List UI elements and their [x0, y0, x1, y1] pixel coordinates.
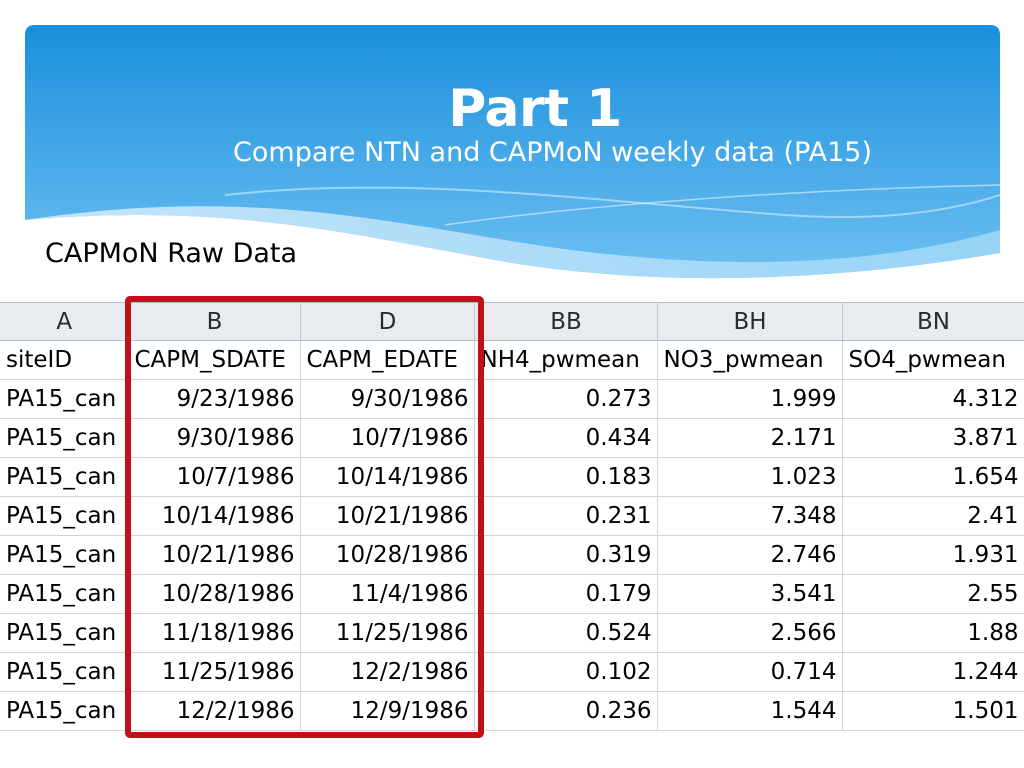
- table-row: PA15_can 10/21/1986 10/28/1986 0.319 2.7…: [0, 535, 1024, 575]
- nh4-cell[interactable]: 0.273: [474, 379, 658, 419]
- nh4-cell[interactable]: 0.231: [474, 496, 658, 536]
- start-date-cell[interactable]: 9/30/1986: [128, 418, 301, 458]
- field-name-cell[interactable]: NO3_pwmean: [657, 340, 843, 380]
- end-date-cell[interactable]: 11/25/1986: [300, 613, 475, 653]
- site-id-cell[interactable]: PA15_can: [0, 418, 129, 458]
- no3-cell[interactable]: 2.566: [657, 613, 843, 653]
- table-row: PA15_can 11/18/1986 11/25/1986 0.524 2.5…: [0, 613, 1024, 653]
- nh4-cell[interactable]: 0.434: [474, 418, 658, 458]
- field-name-cell[interactable]: SO4_pwmean: [842, 340, 1024, 380]
- no3-cell[interactable]: 2.171: [657, 418, 843, 458]
- so4-cell[interactable]: 3.871: [842, 418, 1024, 458]
- end-date-cell[interactable]: 12/9/1986: [300, 691, 475, 731]
- site-id-cell[interactable]: PA15_can: [0, 535, 129, 575]
- nh4-cell[interactable]: 0.102: [474, 652, 658, 692]
- title-block: Part 1 Compare NTN and CAPMoN weekly dat…: [25, 78, 1000, 170]
- site-id-cell[interactable]: PA15_can: [0, 574, 129, 614]
- nh4-cell[interactable]: 0.524: [474, 613, 658, 653]
- end-date-cell[interactable]: 10/28/1986: [300, 535, 475, 575]
- so4-cell[interactable]: 4.312: [842, 379, 1024, 419]
- start-date-cell[interactable]: 11/18/1986: [128, 613, 301, 653]
- table-row: PA15_can 10/14/1986 10/21/1986 0.231 7.3…: [0, 496, 1024, 536]
- column-header-bh[interactable]: BH: [657, 302, 843, 341]
- start-date-cell[interactable]: 12/2/1986: [128, 691, 301, 731]
- no3-cell[interactable]: 3.541: [657, 574, 843, 614]
- start-date-cell[interactable]: 10/21/1986: [128, 535, 301, 575]
- field-name-cell[interactable]: NH4_pwmean: [474, 340, 658, 380]
- column-header-bn[interactable]: BN: [842, 302, 1024, 341]
- site-id-cell[interactable]: PA15_can: [0, 496, 129, 536]
- nh4-cell[interactable]: 0.236: [474, 691, 658, 731]
- so4-cell[interactable]: 1.88: [842, 613, 1024, 653]
- column-letter-row: A B D BB BH BN: [0, 302, 1024, 341]
- end-date-cell[interactable]: 12/2/1986: [300, 652, 475, 692]
- column-header-a[interactable]: A: [0, 302, 129, 341]
- start-date-cell[interactable]: 10/28/1986: [128, 574, 301, 614]
- nh4-cell[interactable]: 0.319: [474, 535, 658, 575]
- no3-cell[interactable]: 0.714: [657, 652, 843, 692]
- spreadsheet-table: A B D BB BH BN siteID CAPM_SDATE CAPM_ED…: [0, 302, 1024, 731]
- end-date-cell[interactable]: 10/21/1986: [300, 496, 475, 536]
- so4-cell[interactable]: 1.931: [842, 535, 1024, 575]
- so4-cell[interactable]: 1.654: [842, 457, 1024, 497]
- site-id-cell[interactable]: PA15_can: [0, 457, 129, 497]
- table-row: PA15_can 12/2/1986 12/9/1986 0.236 1.544…: [0, 691, 1024, 731]
- field-name-cell[interactable]: siteID: [0, 340, 129, 380]
- so4-cell[interactable]: 2.55: [842, 574, 1024, 614]
- start-date-cell[interactable]: 10/14/1986: [128, 496, 301, 536]
- slide-subtitle: Compare NTN and CAPMoN weekly data (PA15…: [233, 137, 872, 168]
- column-header-d[interactable]: D: [300, 302, 475, 341]
- field-name-row: siteID CAPM_SDATE CAPM_EDATE NH4_pwmean …: [0, 340, 1024, 380]
- no3-cell[interactable]: 7.348: [657, 496, 843, 536]
- so4-cell[interactable]: 2.41: [842, 496, 1024, 536]
- site-id-cell[interactable]: PA15_can: [0, 691, 129, 731]
- end-date-cell[interactable]: 9/30/1986: [300, 379, 475, 419]
- end-date-cell[interactable]: 10/14/1986: [300, 457, 475, 497]
- slide-title: Part 1: [448, 79, 622, 139]
- title-banner: [25, 25, 1000, 287]
- so4-cell[interactable]: 1.244: [842, 652, 1024, 692]
- start-date-cell[interactable]: 9/23/1986: [128, 379, 301, 419]
- no3-cell[interactable]: 1.544: [657, 691, 843, 731]
- end-date-cell[interactable]: 10/7/1986: [300, 418, 475, 458]
- field-name-cell[interactable]: CAPM_SDATE: [128, 340, 301, 380]
- no3-cell[interactable]: 1.023: [657, 457, 843, 497]
- start-date-cell[interactable]: 11/25/1986: [128, 652, 301, 692]
- column-header-bb[interactable]: BB: [474, 302, 658, 341]
- nh4-cell[interactable]: 0.183: [474, 457, 658, 497]
- no3-cell[interactable]: 2.746: [657, 535, 843, 575]
- table-row: PA15_can 9/23/1986 9/30/1986 0.273 1.999…: [0, 379, 1024, 419]
- site-id-cell[interactable]: PA15_can: [0, 379, 129, 419]
- table-row: PA15_can 10/28/1986 11/4/1986 0.179 3.54…: [0, 574, 1024, 614]
- start-date-cell[interactable]: 10/7/1986: [128, 457, 301, 497]
- end-date-cell[interactable]: 11/4/1986: [300, 574, 475, 614]
- nh4-cell[interactable]: 0.179: [474, 574, 658, 614]
- banner-background: [25, 25, 1000, 279]
- field-name-cell[interactable]: CAPM_EDATE: [300, 340, 475, 380]
- site-id-cell[interactable]: PA15_can: [0, 652, 129, 692]
- so4-cell[interactable]: 1.501: [842, 691, 1024, 731]
- table-row: PA15_can 9/30/1986 10/7/1986 0.434 2.171…: [0, 418, 1024, 458]
- site-id-cell[interactable]: PA15_can: [0, 613, 129, 653]
- section-label: CAPMoN Raw Data: [45, 238, 298, 269]
- column-header-b[interactable]: B: [128, 302, 301, 341]
- table-row: PA15_can 10/7/1986 10/14/1986 0.183 1.02…: [0, 457, 1024, 497]
- table-row: PA15_can 11/25/1986 12/2/1986 0.102 0.71…: [0, 652, 1024, 692]
- no3-cell[interactable]: 1.999: [657, 379, 843, 419]
